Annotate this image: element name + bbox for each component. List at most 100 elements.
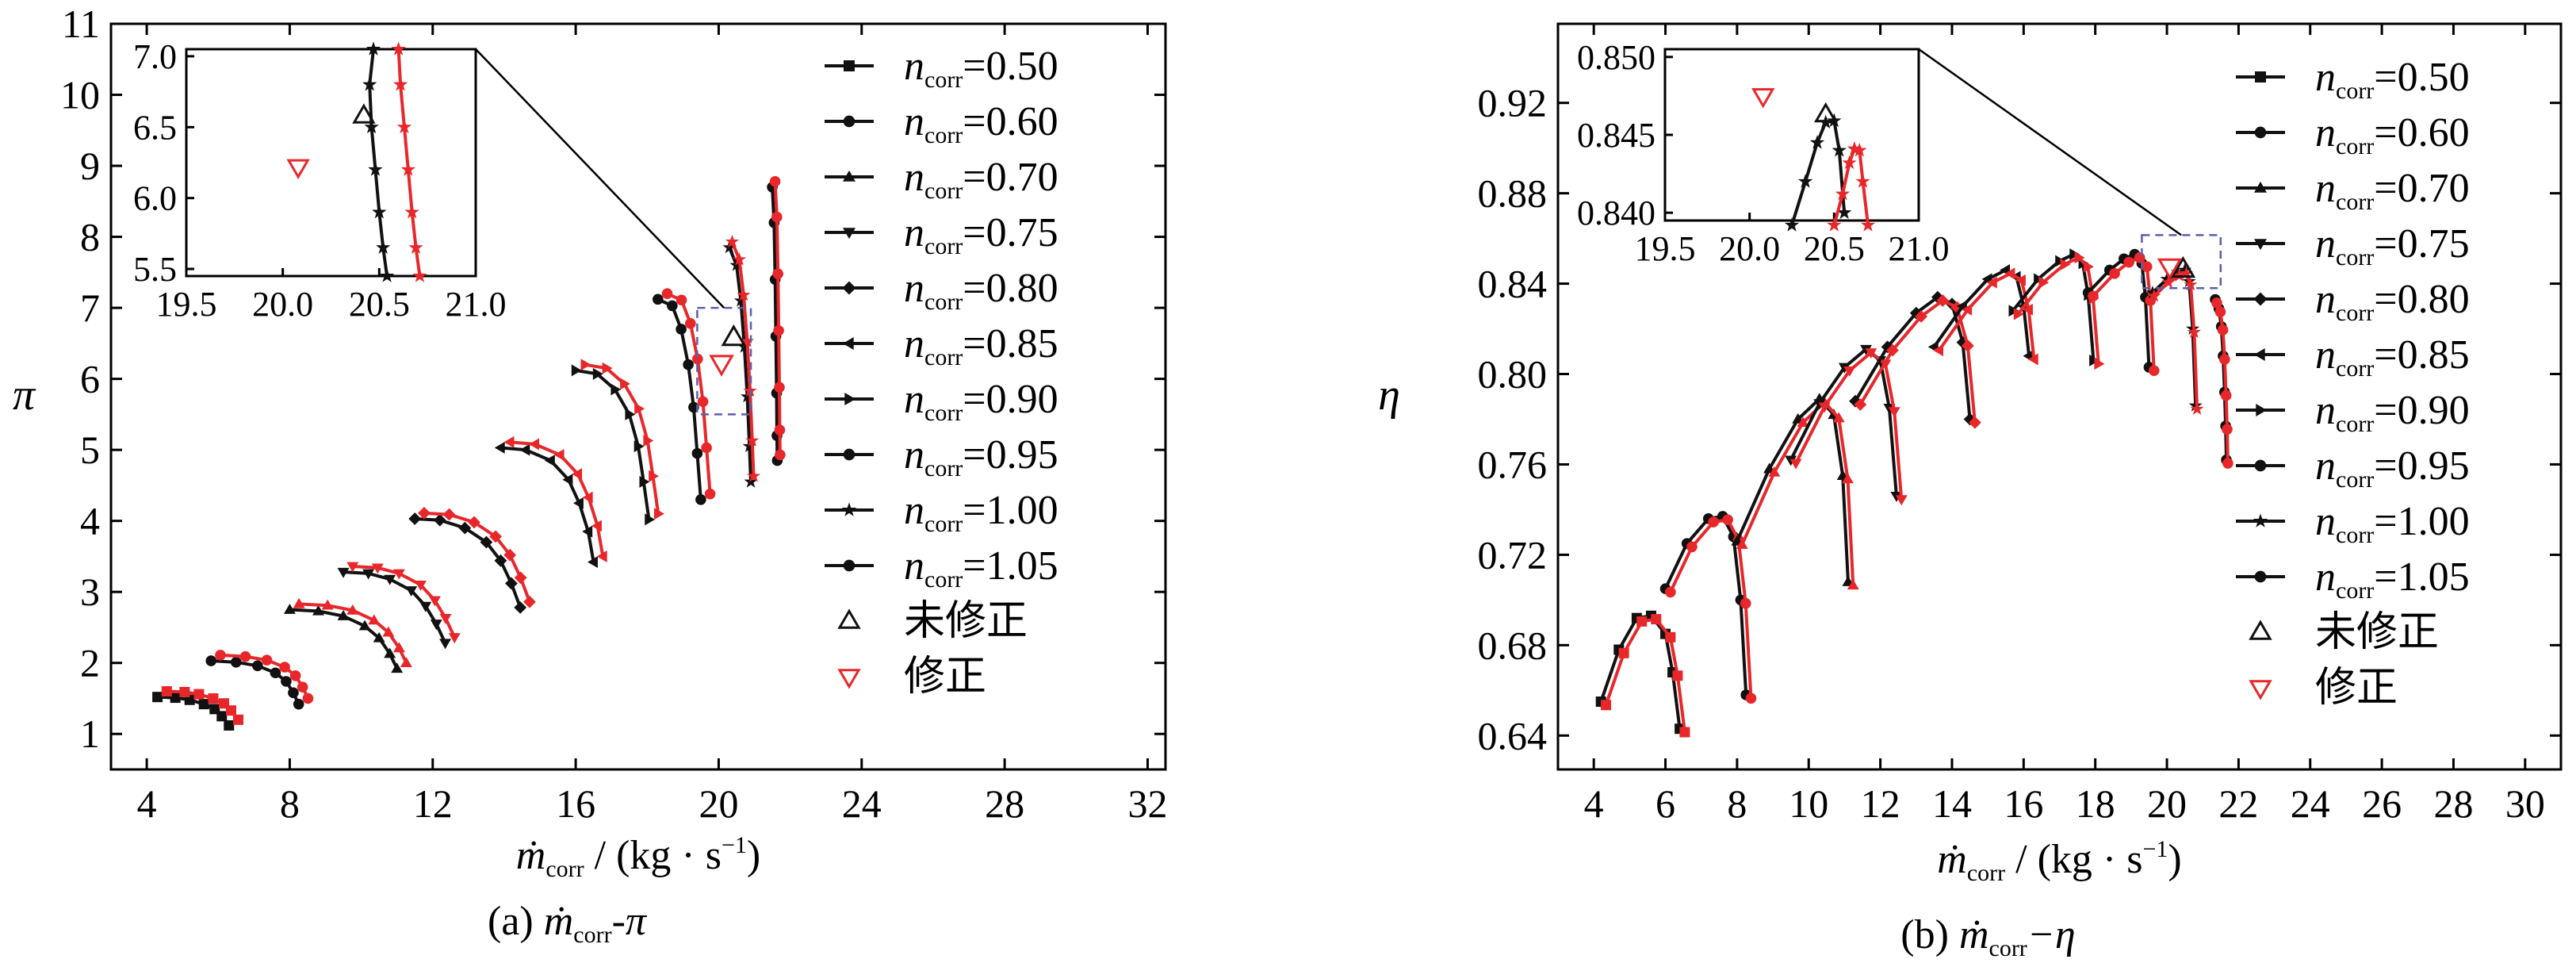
- legend-label: ncorr=0.50: [904, 44, 1058, 93]
- data-point: [1933, 344, 1943, 357]
- series-corrected-0.70: [293, 597, 412, 668]
- x-label-close: ): [747, 833, 760, 878]
- data-point: [384, 647, 396, 658]
- data-point: [205, 655, 217, 666]
- data-point: [2134, 252, 2145, 263]
- data-point: [661, 288, 673, 299]
- legend-circle-icon: [843, 559, 855, 572]
- inset-data-point: [1860, 217, 1876, 232]
- data-point: [1797, 416, 1809, 428]
- data-point: [596, 550, 607, 562]
- caption-var: ṁ: [544, 899, 574, 944]
- data-point: [514, 571, 527, 585]
- legend-value: =0.80: [2374, 277, 2469, 322]
- legend-label: ncorr=0.75: [904, 210, 1058, 259]
- uncorrected-point: [2170, 255, 2196, 278]
- y-tick-label: 9: [80, 144, 100, 188]
- legend-square-icon: [2255, 71, 2266, 82]
- inset-data-point: [368, 162, 383, 176]
- legend-triangle-left-icon: [842, 336, 854, 351]
- series-uncorrected-0.70: [1731, 393, 1854, 586]
- inset-x-tick-label: 20.0: [252, 285, 313, 324]
- data-point: [494, 554, 507, 567]
- data-point: [2089, 354, 2100, 366]
- series-corrected-1.05: [2211, 297, 2233, 469]
- corrected-point: [709, 355, 734, 377]
- data-point: [261, 654, 273, 666]
- data-point: [571, 364, 582, 377]
- legend-triangle-down-icon: [842, 228, 856, 240]
- x-label-unit: / (kg · s: [584, 833, 722, 878]
- series-uncorrected-0.70: [283, 603, 404, 673]
- data-point: [676, 324, 687, 335]
- data-point: [1708, 516, 1719, 528]
- data-point: [602, 362, 613, 374]
- inset-x-tick-label: 20.5: [1804, 229, 1865, 268]
- data-point: [321, 599, 334, 610]
- legend-label: ncorr=0.85: [904, 321, 1058, 370]
- inset-data-point: [392, 77, 408, 91]
- x-label-var: ṁ: [1937, 837, 1967, 882]
- data-point: [2147, 289, 2161, 302]
- y-tick-label: 11: [62, 2, 100, 46]
- legend-label: ncorr=1.00: [2315, 499, 2470, 548]
- data-point: [400, 657, 412, 668]
- legend-sub: corr: [2336, 244, 2374, 270]
- data-point: [358, 620, 371, 631]
- data-point: [771, 211, 783, 223]
- data-point: [1847, 579, 1859, 590]
- caption-prefix: (b): [1900, 912, 1959, 957]
- inset: 19.5 20.0 20.5 21.0 0.840 0.845 0.850: [1577, 38, 1950, 268]
- data-point: [439, 639, 452, 650]
- legend: ncorr=0.50ncorr=0.60ncorr=0.70ncorr=0.75…: [2236, 55, 2470, 711]
- data-point: [152, 692, 163, 703]
- data-point: [737, 287, 751, 301]
- legend-sub: corr: [924, 289, 963, 315]
- inset-x-tick-label: 21.0: [1889, 229, 1950, 268]
- data-point: [685, 317, 696, 329]
- data-point: [2184, 277, 2198, 291]
- inset-data-point: [1835, 186, 1851, 201]
- x-label-unit: / (kg · s: [2005, 837, 2142, 882]
- data-point: [2148, 365, 2160, 377]
- inset-y-tick-label: 6.0: [133, 179, 177, 218]
- legend-var: n: [904, 321, 924, 366]
- data-point: [2015, 274, 2026, 286]
- legend-var: n: [2315, 554, 2336, 600]
- data-point: [193, 689, 205, 700]
- legend-value: =0.75: [2374, 221, 2469, 267]
- data-point: [468, 516, 480, 529]
- legend-label: ncorr=0.60: [2315, 110, 2470, 159]
- data-point: [2211, 297, 2222, 309]
- data-point: [645, 513, 656, 526]
- data-point: [774, 382, 785, 393]
- y-tick-label: 7: [80, 286, 100, 330]
- data-point: [312, 604, 324, 616]
- data-point: [633, 440, 645, 453]
- inset-data-point: [376, 240, 391, 255]
- data-point: [643, 435, 654, 447]
- inset-data-point: [372, 204, 387, 219]
- data-point: [1665, 586, 1676, 598]
- data-point: [503, 548, 517, 562]
- data-point: [161, 686, 172, 697]
- x-tick-label: 12: [1861, 781, 1900, 826]
- legend-label: ncorr=1.00: [904, 488, 1058, 537]
- x-label-exp: −1: [722, 832, 747, 858]
- legend-var: n: [904, 488, 924, 533]
- x-tick-label: 18: [2076, 781, 2115, 826]
- data-point: [1962, 303, 1973, 316]
- data-point: [429, 596, 441, 607]
- series-corrected-0.60: [1665, 514, 1757, 704]
- data-point: [1651, 614, 1662, 625]
- data-point: [293, 698, 304, 710]
- plot-frame: [1556, 22, 2563, 771]
- data-point: [224, 719, 235, 731]
- legend-value: =0.60: [2374, 110, 2469, 155]
- legend-star-icon: [841, 502, 857, 516]
- x-tick-label: 32: [1127, 781, 1167, 826]
- legend-var: n: [904, 155, 924, 200]
- y-tick-label: 0.80: [1478, 352, 1548, 397]
- data-point: [514, 600, 527, 614]
